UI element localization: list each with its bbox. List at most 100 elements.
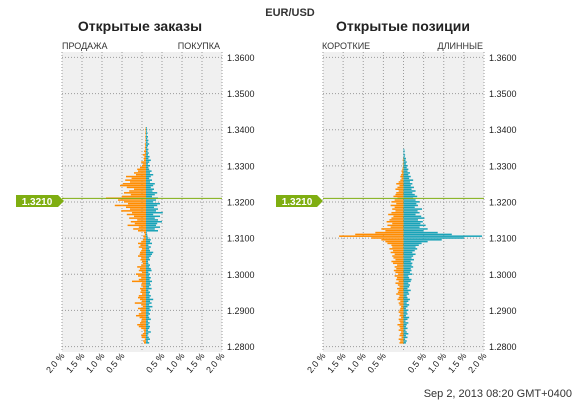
bar-right: [403, 323, 407, 326]
bar-left: [394, 275, 404, 277]
x-tick-label: 1.0 %: [84, 351, 106, 375]
bar-left: [140, 298, 146, 301]
bar-left: [394, 266, 404, 268]
bar-left: [142, 262, 146, 265]
bar-right: [403, 195, 418, 198]
bar-right: [403, 246, 416, 248]
bar-right: [146, 298, 154, 301]
bar-right: [146, 231, 147, 234]
bar-left: [396, 192, 404, 194]
bar-right: [403, 289, 411, 292]
bar-left: [401, 173, 404, 176]
bar-left: [137, 219, 146, 221]
bar-left: [132, 211, 146, 214]
bar-left: [401, 331, 404, 333]
bar-right: [146, 224, 156, 227]
bar-left: [131, 177, 146, 180]
bar-left: [399, 295, 404, 297]
bar-right: [146, 334, 148, 337]
bar-left: [398, 311, 404, 313]
bar-right: [146, 150, 148, 152]
bar-left: [401, 316, 404, 319]
bar-left: [126, 175, 146, 178]
bar-right: [146, 137, 148, 140]
bar-right: [146, 155, 150, 158]
bar-right: [403, 154, 406, 156]
bar-left: [396, 202, 404, 205]
bar-left: [139, 316, 146, 319]
bar-right: [146, 325, 150, 328]
bar-left: [388, 213, 404, 216]
bar-right: [403, 329, 406, 331]
bar-left: [144, 331, 146, 333]
bar-left: [134, 188, 146, 190]
bar-left: [141, 264, 146, 266]
x-tick-label: 0.5 %: [144, 351, 166, 375]
bar-left: [355, 233, 404, 236]
bar-right: [146, 248, 150, 250]
bar-right: [146, 219, 158, 221]
bar-left: [136, 273, 146, 275]
bar-right: [146, 340, 148, 342]
bar-right: [146, 266, 150, 268]
bar-right: [146, 244, 149, 246]
bar-right: [403, 287, 408, 290]
bar-left: [392, 246, 404, 248]
bar-left: [402, 163, 404, 165]
bar-right: [146, 170, 152, 172]
bar-right: [146, 202, 160, 205]
bar-left: [143, 329, 146, 331]
bar-left: [138, 313, 146, 315]
bar-left: [138, 296, 146, 299]
bar-right: [403, 224, 426, 227]
bar-right: [146, 210, 156, 212]
bar-right: [403, 244, 419, 246]
bar-right: [403, 199, 416, 201]
bar-right: [403, 293, 410, 295]
bar-left: [396, 293, 404, 295]
bar-left: [138, 255, 146, 257]
bar-left: [137, 168, 146, 171]
bar-left: [395, 188, 404, 190]
open-orders-sell-label: ПРОДАЖА: [62, 41, 108, 51]
bar-right: [146, 192, 158, 194]
y-tick-label: 1.3400: [227, 125, 255, 135]
bar-right: [403, 257, 412, 259]
bar-right: [146, 262, 149, 265]
bar-right: [403, 264, 412, 266]
bar-right: [403, 168, 409, 171]
y-tick-label: 1.2800: [489, 342, 517, 352]
bar-left: [145, 139, 146, 142]
bar-right: [146, 246, 151, 248]
bar-left: [133, 228, 146, 230]
bar-right: [146, 282, 150, 284]
bar-left: [381, 228, 404, 230]
bar-left: [125, 179, 146, 181]
bar-right: [403, 220, 423, 223]
x-tick-label: 2.0 %: [204, 351, 226, 375]
bar-left: [398, 338, 404, 340]
bar-right: [403, 240, 428, 243]
bar-left: [141, 320, 146, 322]
bar-right: [403, 331, 407, 333]
open-positions-title: Открытые позиции: [336, 18, 470, 34]
bar-right: [146, 260, 148, 263]
bar-left: [391, 201, 404, 203]
bar-left: [140, 287, 146, 290]
bar-right: [146, 146, 148, 149]
bar-left: [122, 183, 146, 185]
bar-left: [142, 163, 146, 165]
bar-right: [146, 249, 150, 252]
bar-right: [403, 192, 413, 194]
bar-left: [140, 166, 146, 169]
bar-right: [146, 136, 148, 138]
bar-right: [403, 213, 416, 216]
y-tick-label: 1.2800: [227, 342, 255, 352]
bar-right: [146, 255, 151, 257]
bar-left: [393, 249, 404, 252]
bar-left: [387, 242, 404, 245]
bar-left: [141, 249, 146, 252]
bar-left: [392, 222, 404, 225]
y-tick-label: 1.3100: [489, 234, 517, 244]
bar-left: [396, 278, 404, 281]
